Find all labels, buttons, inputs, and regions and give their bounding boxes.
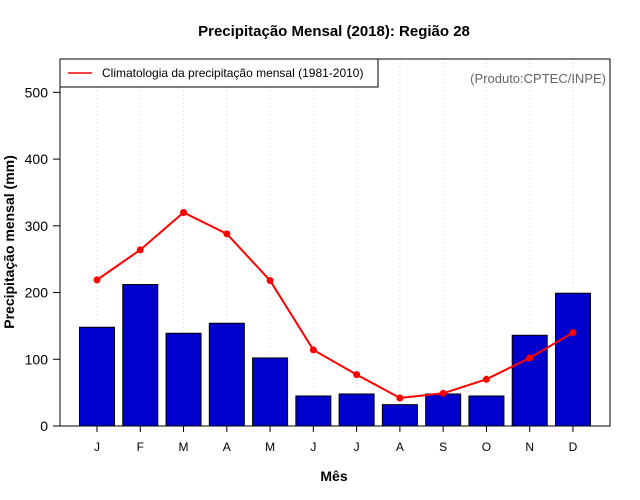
bar (338, 393, 375, 427)
climatology-point (180, 208, 188, 216)
y-tick-label: 0 (40, 418, 48, 434)
bar (511, 334, 548, 427)
bar (425, 393, 462, 427)
climatology-point (223, 230, 231, 238)
x-tick-label: A (396, 440, 404, 454)
climatology-point (266, 277, 274, 285)
climatology-point (93, 276, 101, 284)
bar (554, 292, 591, 427)
bar (295, 395, 332, 427)
x-tick-label: J (310, 440, 316, 454)
x-tick-label: O (482, 440, 491, 454)
climatology-point (136, 246, 144, 254)
climatology-point (309, 346, 317, 354)
bar (381, 404, 418, 427)
y-axis-title: Precipitação mensal (mm) (1, 155, 17, 329)
bar (79, 326, 115, 427)
climatology-point (439, 389, 447, 397)
bar-series (79, 284, 591, 427)
climatology-point (353, 371, 361, 379)
y-tick-label: 200 (25, 285, 49, 301)
bar (468, 395, 505, 427)
x-tick-label: F (137, 440, 144, 454)
climatology-series (93, 208, 577, 402)
y-tick-label: 500 (25, 84, 49, 100)
y-tick-label: 400 (25, 151, 49, 167)
bar (252, 357, 289, 427)
y-tick-label: 300 (25, 218, 49, 234)
x-tick-label: D (569, 440, 578, 454)
source-annotation: (Produto:CPTEC/INPE) (470, 71, 606, 86)
legend-entry-climatology: Climatologia da precipitação mensal (198… (102, 66, 363, 80)
x-tick-label: A (223, 440, 231, 454)
climatology-point (482, 375, 490, 383)
x-tick-label: M (179, 440, 189, 454)
climatology-point (569, 329, 577, 337)
climatology-point (526, 354, 534, 362)
x-tick-label: S (439, 440, 447, 454)
y-tick-label: 100 (25, 351, 49, 367)
legend: Climatologia da precipitação mensal (198… (59, 58, 379, 88)
bar (122, 284, 159, 427)
chart-title: Precipitação Mensal (2018): Região 28 (198, 23, 470, 40)
x-tick-label: J (354, 440, 360, 454)
y-axis: 0 100 200 300 400 500 (25, 84, 60, 434)
x-tick-label: N (525, 440, 534, 454)
x-tick-label: M (265, 440, 275, 454)
legend-box (59, 58, 379, 88)
climatology-line (96, 211, 574, 400)
bar (208, 322, 245, 427)
x-tick-label: J (94, 440, 100, 454)
climatology-point (396, 394, 404, 402)
bar (165, 332, 202, 427)
x-axis-title: Mês (320, 468, 347, 484)
